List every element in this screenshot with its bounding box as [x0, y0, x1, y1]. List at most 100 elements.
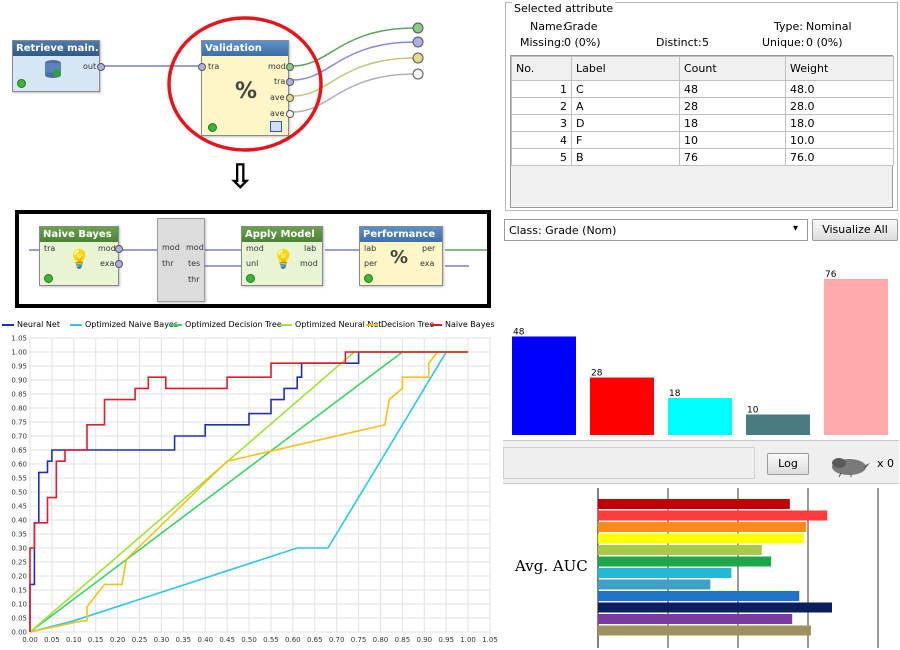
table-cell: 48.0 — [785, 80, 894, 98]
legend-item[interactable]: Neural Net — [2, 320, 60, 329]
table-cell: 18.0 — [785, 114, 894, 132]
output-port[interactable] — [286, 110, 294, 118]
table-cell: 48 — [679, 80, 786, 98]
subprocess-splitter: mod thr mod tes thr — [157, 218, 205, 302]
naive-bayes-operator[interactable]: Naive Bayes tra mod exa 💡 — [39, 226, 123, 286]
x-tick-label: 0.55 — [263, 636, 279, 644]
auc-bar — [598, 522, 807, 532]
auc-bar — [598, 591, 800, 601]
y-tick-label: 0.45 — [11, 503, 27, 511]
missing-label: Missing: — [520, 36, 565, 49]
legend-label: Optimized Naive Bayes — [85, 320, 179, 329]
port-label: tes — [188, 259, 201, 268]
port-label: per — [422, 244, 436, 253]
output-port[interactable] — [286, 63, 294, 71]
result-port[interactable] — [412, 36, 424, 48]
y-tick-label: 0.30 — [11, 545, 27, 553]
percent-icon: % — [390, 247, 409, 268]
legend-swatch — [280, 323, 292, 326]
x-tick-label: 0.05 — [44, 636, 60, 644]
y-tick-label: 0.55 — [11, 475, 27, 483]
output-port[interactable] — [97, 63, 105, 71]
table-row[interactable]: 3 D 18 18.0 — [511, 114, 894, 132]
table-row[interactable]: 5 B 76 76.0 — [511, 148, 894, 166]
y-tick-label: 0.40 — [11, 517, 27, 525]
y-tick-label: 1.05 — [11, 335, 27, 343]
output-port[interactable] — [115, 245, 123, 253]
y-tick-label: 0.90 — [11, 377, 27, 385]
output-port[interactable] — [115, 260, 123, 268]
x-tick-label: 0.20 — [110, 636, 126, 644]
type-label: Type: — [774, 20, 803, 33]
result-port[interactable] — [412, 22, 424, 34]
roc-chart: Neural Net Optimized Naive Bayes Optimized… — [0, 318, 500, 650]
auc-bar — [598, 545, 762, 555]
unique-value: 0 (0%) — [806, 36, 843, 49]
inner-process-frame: Naive Bayes tra mod exa 💡 mod thr mod te… — [15, 210, 491, 308]
y-tick-label: 0.95 — [11, 363, 27, 371]
legend-item[interactable]: Decision Tree — [366, 320, 434, 329]
chart-legend: Neural Net Optimized Naive Bayes Optimized… — [0, 320, 500, 332]
result-port[interactable] — [412, 68, 424, 80]
missing-value: 0 (0%) — [564, 36, 601, 49]
legend-item[interactable]: Optimized Neural Net — [280, 320, 381, 329]
x-tick-label: 0.85 — [395, 636, 411, 644]
port-label: lab — [364, 244, 377, 253]
table-row[interactable]: 2 A 28 28.0 — [511, 97, 894, 115]
legend-label: Naive Bayes — [445, 320, 495, 329]
y-tick-label: 0.80 — [11, 405, 27, 413]
log-button[interactable]: Log — [767, 453, 809, 475]
bar-value-label: 76 — [825, 270, 837, 280]
status-icon — [208, 123, 217, 132]
legend-item[interactable]: Optimized Naive Bayes — [70, 320, 178, 329]
roc-plot: 0.00 0.05 0.10 0.15 0.20 0.25 0.30 0.35 0.40 0.45… — [11, 335, 497, 645]
status-message-area — [503, 447, 755, 479]
x-tick-label: 0.45 — [219, 636, 235, 644]
subprocess-icon[interactable] — [270, 121, 282, 132]
column-header[interactable]: Weight — [785, 56, 894, 81]
type-value: Nominal — [806, 20, 852, 33]
table-cell: D — [571, 114, 680, 132]
visualize-all-button[interactable]: Visualize All — [812, 219, 898, 241]
weka-bird-icon — [827, 453, 871, 480]
attribute-table-viewport[interactable]: No. Label Count Weight 1 C 48 48.0 2 A 2… — [510, 55, 894, 208]
port-label: tra — [274, 77, 286, 86]
name-value: Grade — [564, 20, 598, 33]
auc-bar — [598, 510, 828, 521]
performance-operator[interactable]: Performance lab per per exa % — [359, 226, 443, 286]
y-tick-label: 0.25 — [11, 559, 27, 567]
column-header[interactable]: Count — [679, 56, 786, 81]
output-port[interactable] — [286, 78, 294, 86]
apply-model-operator[interactable]: Apply Model mod unl lab mod 💡 — [241, 226, 323, 286]
x-tick-label: 0.90 — [416, 636, 432, 644]
table-header-row: No. Label Count Weight — [511, 56, 894, 81]
legend-label: Neural Net — [17, 320, 60, 329]
port-label: tra — [44, 244, 56, 253]
legend-item[interactable]: Naive Bayes — [430, 320, 495, 329]
result-port[interactable] — [412, 52, 424, 64]
auc-bar — [598, 556, 772, 567]
y-tick-label: 0.00 — [11, 629, 27, 637]
retrieve-operator[interactable]: Retrieve main... out — [12, 40, 105, 92]
legend-item[interactable]: Optimized Decision Tree — [170, 320, 282, 329]
column-header[interactable]: Label — [571, 56, 680, 81]
input-port[interactable] — [198, 63, 206, 71]
auc-axis-label: Avg. AUC — [515, 557, 588, 575]
y-tick-label: 1.00 — [11, 349, 27, 357]
validation-operator[interactable]: Validation tra mod tra ave ave % — [198, 40, 294, 136]
y-tick-label: 0.15 — [11, 587, 27, 595]
lightbulb-icon: 💡 — [68, 249, 91, 270]
table-row[interactable]: 4 F 10 10.0 — [511, 131, 894, 149]
class-select[interactable]: Class: Grade (Nom) ▾ — [504, 219, 808, 241]
output-port[interactable] — [286, 94, 294, 102]
inner-connections — [29, 249, 487, 267]
column-header[interactable]: No. — [511, 56, 572, 81]
table-row[interactable]: 1 C 48 48.0 — [511, 80, 894, 98]
y-tick-label: 0.75 — [11, 419, 27, 427]
chevron-down-icon: ▾ — [793, 223, 799, 234]
x-tick-label: 0.60 — [285, 636, 301, 644]
y-tick-label: 0.35 — [11, 531, 27, 539]
status-icon — [364, 274, 373, 283]
x-tick-label: 0.00 — [22, 636, 38, 644]
name-label: Name: — [530, 20, 567, 33]
